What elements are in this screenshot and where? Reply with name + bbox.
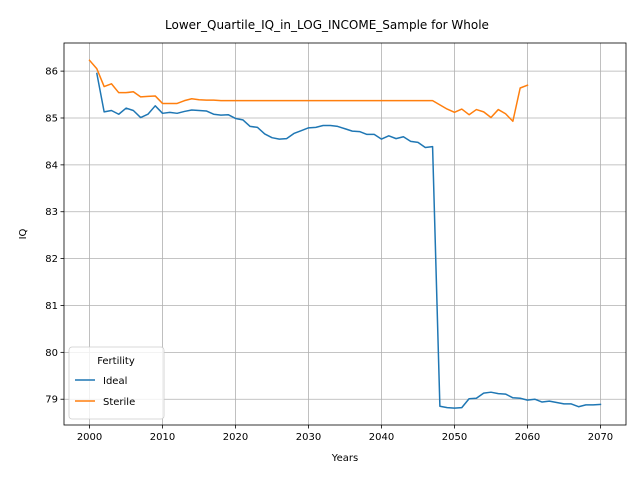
x-tick-label: 2040 [369, 432, 394, 443]
series-line-ideal [95, 72, 602, 409]
x-tick-label: 2020 [223, 432, 248, 443]
y-tick-label: 81 [45, 301, 58, 312]
x-tick-label: 2000 [77, 432, 102, 443]
x-axis: 2000 2010 2020 2030 2040 2050 2060 2070 [77, 425, 613, 443]
plot-frame [63, 42, 627, 426]
series-layer [88, 59, 602, 409]
chart-title: Lower_Quartile_IQ_in_LOG_INCOME_Sample f… [165, 18, 489, 32]
y-tick-label: 79 [45, 395, 58, 406]
y-tick-label: 80 [45, 348, 58, 359]
legend-title: Fertility [97, 356, 135, 367]
y-tick-label: 83 [45, 207, 58, 218]
x-tick-label: 2070 [588, 432, 613, 443]
x-tick-label: 2050 [442, 432, 467, 443]
x-tick-label: 2060 [515, 432, 540, 443]
y-axis: 79 80 81 82 83 84 85 86 [45, 67, 64, 406]
legend: Fertility Ideal Sterile [68, 346, 165, 420]
x-tick-label: 2010 [150, 432, 175, 443]
y-tick-label: 82 [45, 254, 58, 265]
legend-label-sterile: Sterile [103, 397, 135, 408]
x-axis-title: Years [331, 453, 358, 464]
y-axis-title: IQ [18, 228, 29, 239]
series-line-sterile [88, 59, 529, 123]
legend-label-ideal: Ideal [103, 376, 127, 387]
x-tick-label: 2030 [296, 432, 321, 443]
y-tick-label: 84 [45, 160, 58, 171]
y-tick-label: 85 [45, 113, 58, 124]
y-tick-label: 86 [45, 67, 58, 78]
